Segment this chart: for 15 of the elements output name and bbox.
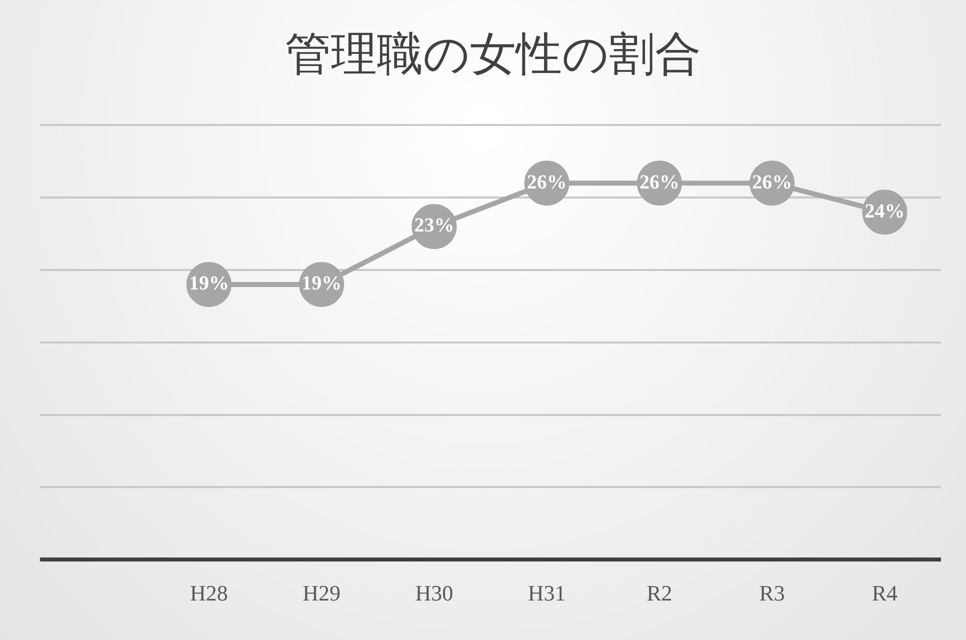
data-label: 26% (639, 171, 680, 194)
x-tick-label: R3 (759, 580, 785, 606)
x-tick-label: R2 (646, 580, 672, 606)
x-tick-label: H31 (528, 580, 566, 606)
data-label: 24% (864, 200, 905, 222)
chart-title: 管理職の女性の割合 (285, 26, 701, 81)
x-tick-label: R4 (872, 580, 898, 606)
x-tick-label: H28 (190, 580, 228, 606)
x-tick-label: H30 (415, 580, 454, 606)
data-label: 19% (302, 272, 342, 295)
data-label: 26% (752, 171, 792, 194)
data-label: 23% (414, 214, 454, 237)
data-label: 26% (526, 171, 567, 194)
x-tick-label: H29 (302, 580, 341, 606)
data-label: 19% (188, 272, 229, 295)
